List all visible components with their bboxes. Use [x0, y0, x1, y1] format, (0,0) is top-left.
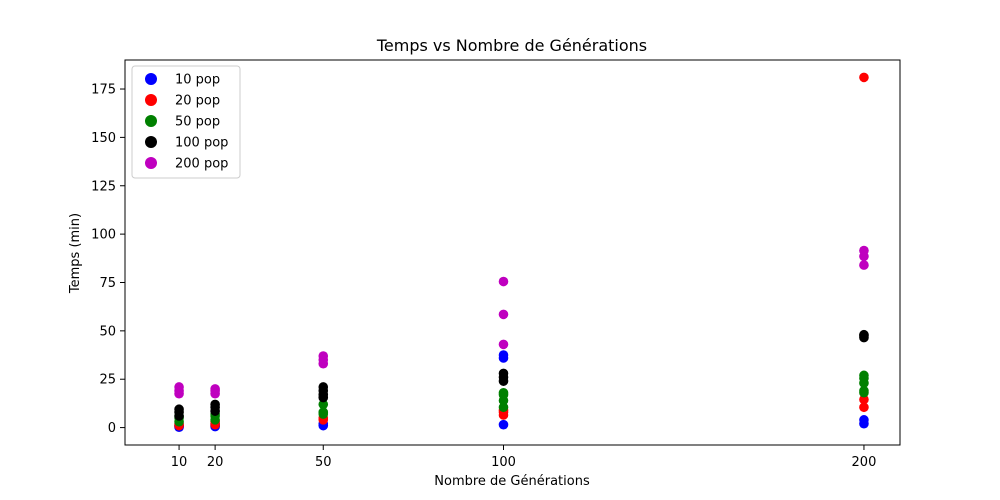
- data-point-series1-10: [859, 394, 869, 405]
- data-point-series0-8: [498, 419, 509, 430]
- data-point-series3-2: [174, 404, 184, 415]
- legend-label-2: 50 pop: [175, 115, 220, 130]
- legend-label-1: 20 pop: [175, 94, 220, 109]
- y-tick-label-4: 100: [91, 228, 116, 243]
- data-point-series2-12: [498, 387, 509, 398]
- x-tick-label-4: 200: [852, 455, 877, 470]
- data-point-series3-9: [318, 382, 329, 392]
- data-point-series2-14: [859, 386, 869, 396]
- legend-box: [131, 65, 241, 179]
- x-tick-label-2: 50: [315, 455, 332, 470]
- y-tick-label-6: 150: [91, 131, 116, 146]
- data-point-series4-10: [498, 309, 509, 320]
- y-tick-label-7: 175: [91, 83, 116, 98]
- data-point-series3-15: [859, 329, 869, 340]
- legend-marker-1: [145, 94, 157, 106]
- x-tick-label-0: 10: [171, 455, 188, 470]
- plot-area: [125, 60, 900, 445]
- legend-label-4: 200 pop: [175, 157, 228, 172]
- data-point-series4-2: [174, 382, 184, 392]
- data-point-series4-9: [498, 339, 509, 350]
- legend: 10 pop 20 pop 50 pop 100 pop 200 pop: [131, 65, 241, 179]
- data-point-series2-7: [318, 407, 329, 417]
- legend-marker-0: [145, 73, 157, 85]
- data-point-series4-12: [859, 260, 869, 270]
- legend-marker-4: [145, 157, 157, 169]
- data-point-series3-5: [210, 399, 220, 410]
- data-point-series2-17: [859, 370, 869, 381]
- legend-marker-3: [145, 136, 157, 148]
- data-point-series4-5: [210, 384, 220, 394]
- y-tick-label-0: 0: [108, 421, 116, 436]
- x-axis: 10 20 50 100 200: [171, 445, 877, 470]
- data-point-series4-8: [318, 351, 329, 361]
- y-axis: 0 25 50 75 100 125 150 175: [91, 83, 125, 436]
- y-tick-label-3: 75: [99, 276, 116, 291]
- y-axis-label: Temps (min): [68, 213, 83, 294]
- legend-label-3: 100 pop: [175, 136, 228, 151]
- y-tick-label-1: 25: [99, 373, 116, 388]
- x-axis-label: Nombre de Générations: [434, 474, 590, 489]
- plot-frame: [124, 59, 901, 446]
- legend-marker-2: [145, 115, 157, 127]
- data-point-series2-9: [498, 402, 509, 413]
- data-point-series4-14: [859, 245, 869, 256]
- data-point-series2-8: [318, 399, 329, 410]
- data-points: [174, 72, 869, 433]
- x-tick-label-1: 20: [207, 455, 224, 470]
- data-point-series0-12: [859, 415, 869, 425]
- data-point-series1-9: [859, 402, 869, 413]
- y-tick-label-5: 125: [91, 179, 116, 194]
- data-point-series4-11: [498, 276, 509, 287]
- chart-title: Temps vs Nombre de Générations: [376, 36, 647, 55]
- data-point-series1-11: [859, 72, 869, 83]
- legend-label-0: 10 pop: [175, 73, 220, 88]
- y-tick-label-2: 50: [99, 324, 116, 339]
- data-point-series3-12: [498, 368, 509, 379]
- data-point-series0-10: [498, 350, 509, 360]
- x-tick-label-3: 100: [491, 455, 516, 470]
